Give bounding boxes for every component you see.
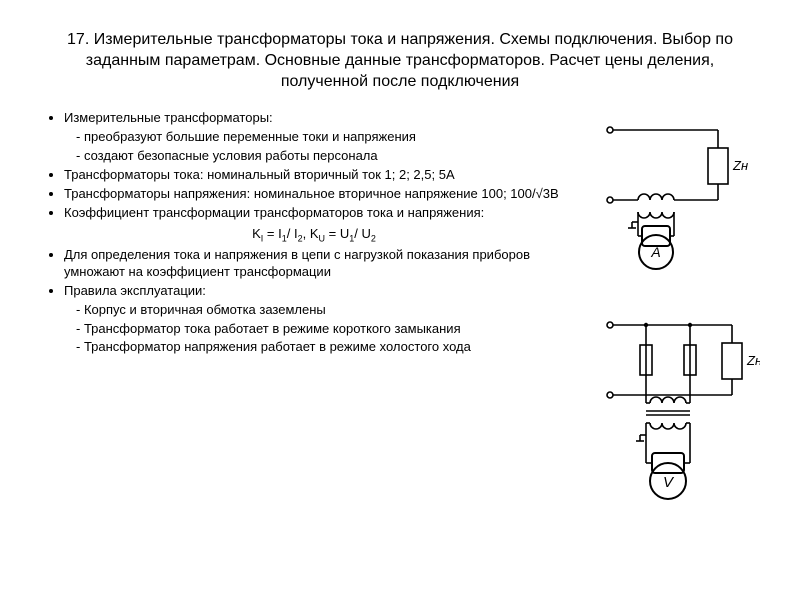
bullet-item: Правила эксплуатации:: [64, 283, 588, 300]
text-column: Измерительные трансформаторы: преобразую…: [40, 110, 588, 508]
load-label: Zн: [732, 158, 748, 173]
current-transformer-diagram: Zн А: [600, 118, 760, 273]
formula-line: KI = I1/ I2, KU = U1/ U2: [40, 224, 588, 247]
bullet-item: Трансформаторы тока: номинальный вторичн…: [64, 167, 588, 184]
bullet-list: Измерительные трансформаторы: преобразую…: [40, 110, 588, 221]
diagram-column: Zн А: [600, 110, 760, 508]
sub-item: создают безопасные условия работы персон…: [90, 148, 588, 165]
voltmeter-label: V: [663, 474, 675, 491]
eq: = I: [263, 226, 281, 241]
load-label: Zн: [746, 353, 760, 368]
voltage-transformer-diagram: Zн: [600, 313, 760, 508]
sep: , K: [303, 226, 319, 241]
sub: 2: [371, 233, 376, 243]
sub-item: Трансформатор тока работает в режиме кор…: [90, 321, 588, 338]
sub-list: преобразуют большие переменные токи и на…: [64, 129, 588, 165]
sub-item: Трансформатор напряжения работает в режи…: [90, 339, 588, 356]
eq2: = U: [325, 226, 349, 241]
k: K: [252, 226, 261, 241]
content-row: Измерительные трансформаторы: преобразую…: [40, 110, 760, 508]
bullet-item: Для определения тока и напряжения в цепи…: [64, 247, 588, 281]
sub-list: Корпус и вторичная обмотка заземлены Тра…: [64, 302, 588, 357]
page-title: 17. Измерительные трансформаторы тока и …: [40, 30, 760, 92]
bullet-list-2: Для определения тока и напряжения в цепи…: [40, 247, 588, 356]
bullet-item: Измерительные трансформаторы:: [64, 110, 588, 127]
bullet-item: Коэффициент трансформации трансформаторо…: [64, 205, 588, 222]
bullet-item: Трансформаторы напряжения: номинальное в…: [64, 186, 588, 203]
slash: / I: [287, 226, 298, 241]
sub-item: Корпус и вторичная обмотка заземлены: [90, 302, 588, 319]
slash2: / U: [354, 226, 371, 241]
ammeter-label: А: [650, 244, 660, 260]
sub-item: преобразуют большие переменные токи и на…: [90, 129, 588, 146]
